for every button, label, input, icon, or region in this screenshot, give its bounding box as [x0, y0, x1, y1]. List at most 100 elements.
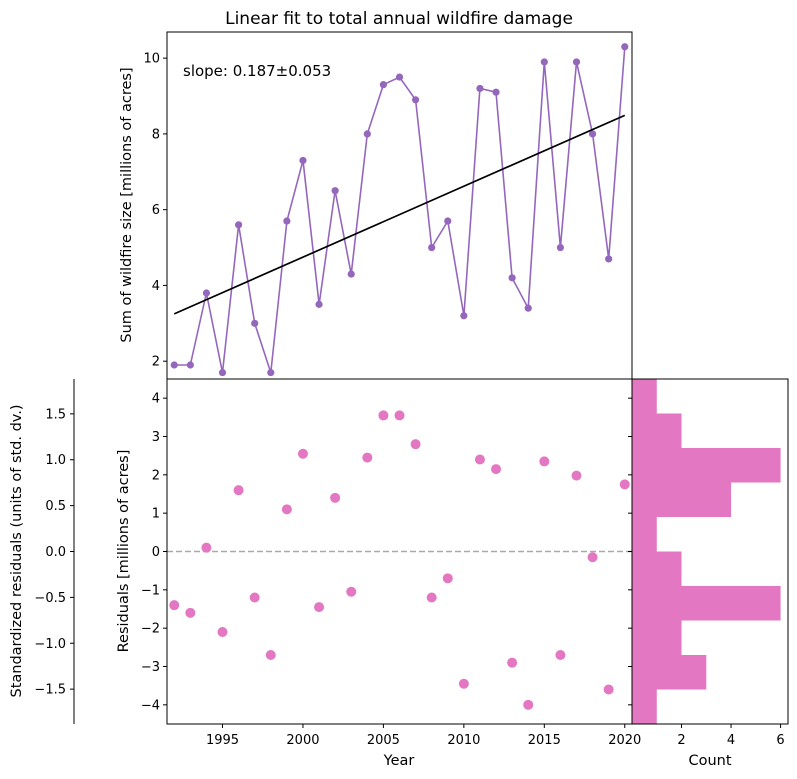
residual-point: [523, 699, 534, 710]
damage-point: [347, 270, 355, 278]
histogram-bar: [632, 379, 657, 414]
standardized-tick-label: −0.5: [34, 591, 66, 606]
histogram-bar: [632, 586, 781, 621]
fit-title: Linear fit to total annual wildfire dama…: [225, 9, 573, 29]
damage-point: [428, 243, 436, 252]
residual-y-tick-label: 4: [152, 392, 160, 407]
histogram-bar: [632, 655, 707, 690]
residual-point: [410, 439, 421, 450]
residual-y-tick-label: 0: [152, 545, 160, 560]
damage-point: [476, 84, 484, 93]
linear-fit-line: [173, 114, 626, 315]
damage-point: [363, 130, 371, 138]
residual-y-tick-label: −4: [141, 698, 160, 713]
count-tick-label: 2: [677, 733, 685, 748]
year-tick-label: 1995: [206, 733, 239, 748]
damage-point: [444, 217, 452, 225]
count-tick-label: 4: [727, 733, 735, 748]
residual-point: [587, 552, 598, 563]
damage-point: [170, 361, 178, 369]
standardized-tick-label: −1.5: [34, 683, 66, 698]
damage-point: [588, 130, 597, 138]
standardized-axis-label: Standardized residuals (units of std. dv…: [9, 404, 25, 697]
standardized-tick-label: 0.5: [45, 499, 66, 514]
residual-point: [571, 470, 582, 481]
residual-y-tick-label: 3: [152, 430, 160, 445]
residual-point: [442, 573, 453, 584]
histogram-bar: [632, 551, 682, 586]
residual-point: [426, 592, 437, 603]
histogram-bar: [632, 689, 657, 724]
residual-point: [458, 678, 469, 689]
damage-point: [202, 289, 211, 297]
residual-point: [394, 410, 405, 421]
damage-point: [524, 304, 532, 312]
count-tick-label: 6: [776, 733, 784, 748]
residual-point: [378, 410, 389, 421]
residuals-y-axis: −4 −3 −2 −1 0 1 2 3 4: [141, 392, 167, 713]
fit-panel-frame: [166, 31, 633, 380]
year-tick-label: 2010: [447, 733, 480, 748]
residuals-plot-area: [167, 410, 632, 710]
standardized-axis-ticks: −1.5 −1.0 −0.5 0.0 0.5 1.0 1.5: [34, 407, 74, 698]
residual-point: [555, 650, 566, 660]
fit-y-tick-label: 10: [143, 52, 160, 67]
residual-point: [297, 448, 308, 459]
residual-point: [603, 684, 614, 695]
residual-y-tick-label: 1: [152, 507, 160, 522]
residual-point: [281, 504, 292, 515]
residual-y-tick-label: −3: [141, 660, 160, 675]
damage-point: [267, 368, 275, 377]
fit-panel: 2 4 6 8 10 Linear fit to total annual wildfi…: [119, 9, 633, 380]
residual-point: [169, 600, 180, 611]
residual-point: [330, 492, 341, 503]
fit-y-axis: 2 4 6 8 10: [143, 52, 167, 370]
residual-point: [314, 602, 325, 613]
damage-point: [605, 255, 613, 263]
slope-annotation: slope: 0.187±0.053: [183, 62, 331, 80]
damage-point: [411, 96, 420, 104]
year-axis: 1995 2000 2005 2010 2015 2020: [206, 724, 641, 748]
residual-point: [507, 657, 518, 668]
damage-point: [460, 312, 468, 320]
residuals-y-axis-label: Residuals [millions of acres]: [116, 450, 132, 653]
damage-point: [218, 368, 227, 377]
damage-point: [283, 217, 291, 225]
damage-point: [492, 88, 500, 96]
year-tick-label: 2020: [608, 733, 641, 748]
count-axis-label: Count: [688, 753, 731, 769]
damage-point: [508, 274, 516, 282]
histogram-y-ticks: [628, 397, 632, 706]
residual-point: [201, 542, 212, 553]
histogram-bar: [632, 448, 781, 483]
year-tick-label: 2015: [528, 733, 561, 748]
damage-point: [540, 58, 548, 66]
fit-plot-area: [170, 43, 629, 377]
residual-point: [474, 454, 485, 465]
histogram-bar: [632, 620, 682, 655]
damage-point: [299, 156, 307, 165]
standardized-tick-label: 1.0: [45, 453, 66, 468]
residual-y-tick-label: −1: [141, 583, 160, 598]
residual-y-tick-label: −2: [141, 622, 160, 637]
damage-point: [556, 243, 564, 252]
damage-point: [331, 187, 339, 195]
residual-point: [346, 586, 357, 597]
residual-point: [362, 452, 373, 463]
histogram-bar: [632, 482, 732, 517]
fit-y-tick-label: 4: [152, 279, 160, 294]
fit-y-tick-label: 6: [152, 203, 160, 218]
damage-point: [186, 361, 194, 369]
damage-series-line: [174, 46, 626, 373]
damage-point: [315, 300, 323, 308]
residual-point: [233, 485, 244, 496]
residuals-panel-frame: [166, 378, 633, 725]
residual-point: [265, 650, 276, 660]
count-axis: 2 4 6: [677, 724, 785, 748]
year-tick-label: 2005: [367, 733, 400, 748]
damage-point: [251, 319, 259, 327]
damage-point: [395, 73, 404, 81]
year-axis-label: Year: [383, 753, 415, 769]
year-tick-label: 2000: [286, 733, 319, 748]
